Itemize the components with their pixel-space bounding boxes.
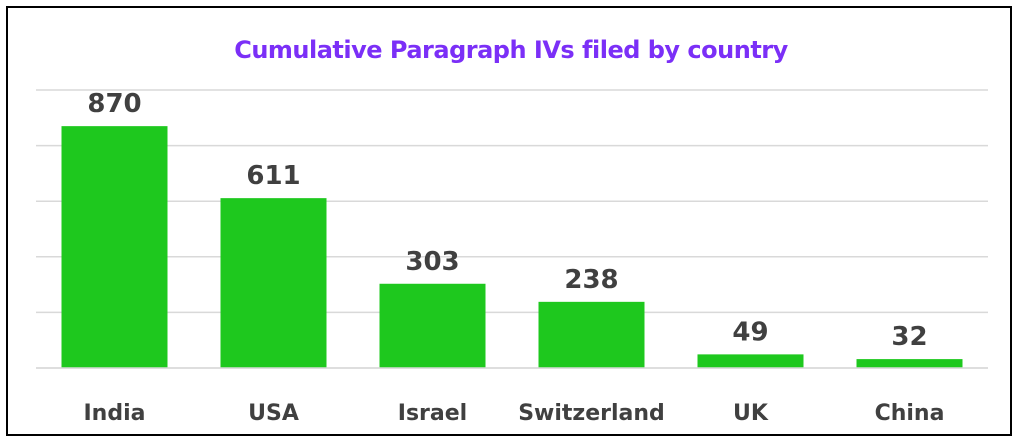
x-tick-label: India [84, 401, 146, 426]
bar [856, 359, 963, 368]
data-label: 238 [564, 265, 618, 295]
chart-title: Cumulative Paragraph IVs filed by countr… [234, 36, 788, 64]
data-label: 303 [405, 247, 459, 277]
bar [697, 354, 804, 368]
bar [538, 301, 645, 368]
data-label: 32 [891, 322, 927, 352]
data-label: 870 [87, 89, 141, 119]
x-tick-label: USA [248, 401, 299, 426]
bar [61, 126, 168, 368]
bar [379, 283, 486, 368]
chart-frame: Cumulative Paragraph IVs filed by countr… [6, 6, 1012, 436]
x-tick-label: Switzerland [518, 401, 665, 426]
x-tick-label: Israel [398, 401, 467, 426]
x-tick-label: UK [733, 401, 769, 426]
data-label: 611 [246, 161, 300, 191]
x-tick-label: China [875, 401, 945, 426]
data-label: 49 [732, 317, 768, 347]
bar [220, 198, 327, 368]
